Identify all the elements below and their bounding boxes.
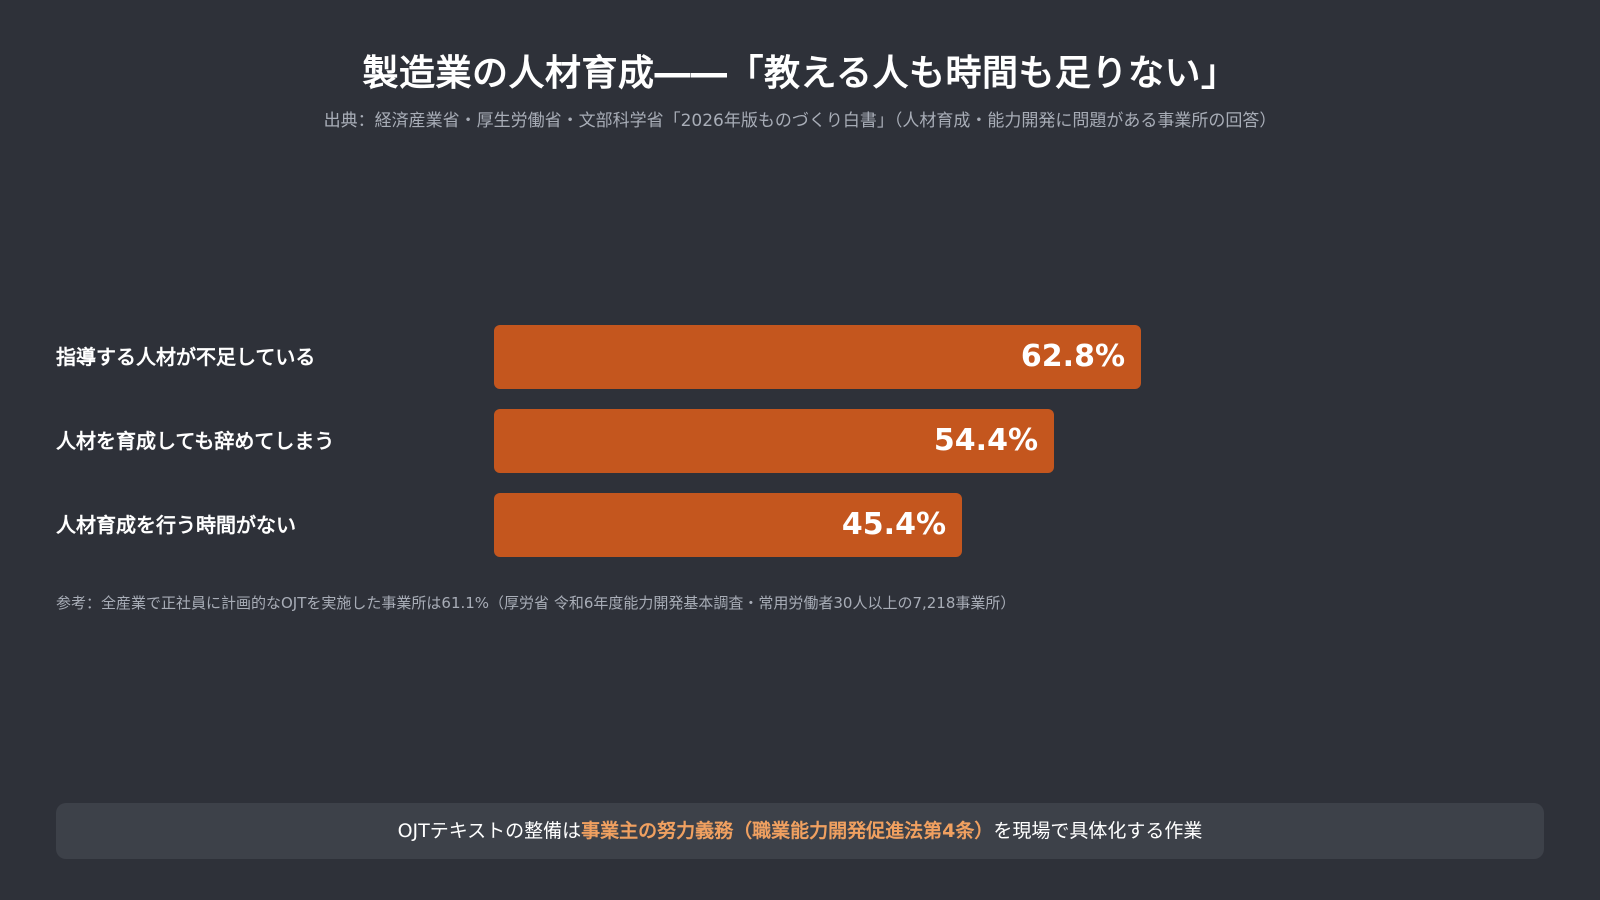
bar-value-label: 45.4% [841, 507, 946, 542]
callout-highlight: 事業主の努力義務（職業能力開発促進法第4条） [581, 820, 994, 842]
bar-chart: 指導する人材が不足している 62.8% 人材を育成しても辞めてしまう 54.4% 人材育… [56, 325, 1356, 565]
chart-title: 製造業の人材育成――「教える人も時間も足りない」 [362, 53, 1238, 94]
callout-box: OJTテキストの整備は事業主の努力義務（職業能力開発促進法第4条）を現場で具体化… [56, 803, 1544, 859]
bar-value-label: 54.4% [933, 423, 1038, 458]
bar-value-label: 62.8% [1020, 339, 1125, 374]
reference-note: 参考：全産業で正社員に計画的なOJTを実施した事業所は61.1%（厚労省 令和6… [56, 594, 1016, 612]
category-label: 人材育成を行う時間がない [56, 513, 296, 537]
bar: 54.4% [494, 409, 1054, 473]
callout-prefix: OJTテキストの整備は [397, 820, 582, 842]
category-label: 指導する人材が不足している [56, 345, 316, 369]
chart-source: 出典：経済産業省・厚生労働省・文部科学省「2026年版ものづくり白書」（人材育成… [323, 111, 1277, 131]
bar-row: 指導する人材が不足している 62.8% [56, 325, 1356, 389]
bar-row: 人材を育成しても辞めてしまう 54.4% [56, 409, 1356, 473]
bar-row: 人材育成を行う時間がない 45.4% [56, 493, 1356, 557]
bar: 62.8% [494, 325, 1141, 389]
callout-suffix: を現場で具体化する作業 [993, 820, 1203, 842]
bar: 45.4% [494, 493, 962, 557]
category-label: 人材を育成しても辞めてしまう [56, 429, 335, 453]
